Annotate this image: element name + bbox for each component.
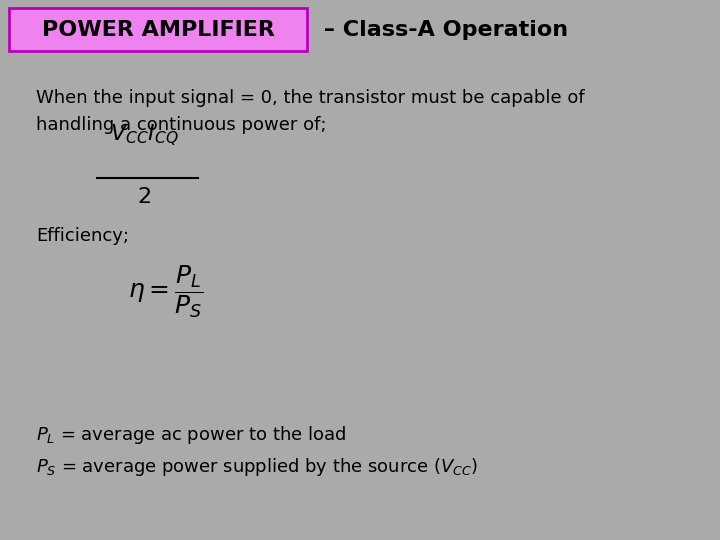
Text: $V_{CC}I_{CQ}$: $V_{CC}I_{CQ}$ bbox=[109, 123, 179, 148]
Text: – Class-A Operation: – Class-A Operation bbox=[316, 19, 568, 40]
Text: When the input signal = 0, the transistor must be capable of: When the input signal = 0, the transisto… bbox=[36, 89, 585, 107]
Text: $P_L$ = average ac power to the load: $P_L$ = average ac power to the load bbox=[36, 424, 346, 446]
Text: handling a continuous power of;: handling a continuous power of; bbox=[36, 116, 326, 134]
Text: $2$: $2$ bbox=[137, 186, 151, 208]
Text: POWER AMPLIFIER: POWER AMPLIFIER bbox=[42, 19, 274, 40]
Text: $P_S$ = average power supplied by the source ($V_{CC}$): $P_S$ = average power supplied by the so… bbox=[36, 456, 478, 478]
Text: Efficiency;: Efficiency; bbox=[36, 227, 129, 245]
Text: $\eta = \dfrac{P_L}{P_S}$: $\eta = \dfrac{P_L}{P_S}$ bbox=[128, 264, 203, 320]
FancyBboxPatch shape bbox=[9, 8, 307, 51]
